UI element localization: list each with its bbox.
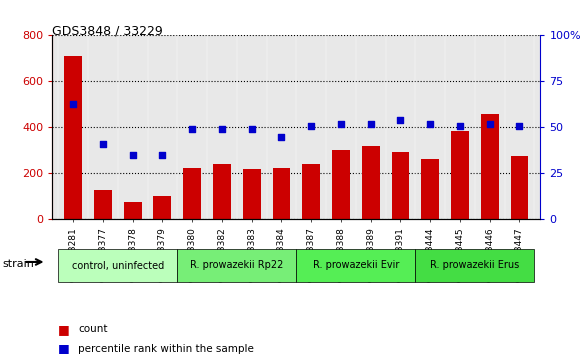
Text: GDS3848 / 33229: GDS3848 / 33229 (52, 25, 163, 38)
Bar (451, 131, 469, 219)
Text: R. prowazekii Evir: R. prowazekii Evir (313, 261, 399, 270)
Point (188, 126, 197, 132)
Bar (511, 156, 529, 219)
FancyBboxPatch shape (58, 249, 177, 282)
Point (128, 152, 137, 158)
Bar (153, 196, 171, 219)
Bar (94, 189, 112, 219)
Point (336, 121, 346, 127)
Bar (392, 152, 410, 219)
Bar (183, 168, 201, 219)
Point (217, 126, 227, 132)
Bar (272, 168, 290, 219)
Text: ■: ■ (58, 342, 70, 354)
Point (307, 123, 316, 129)
Bar (213, 164, 231, 219)
Bar (362, 146, 379, 219)
Bar (332, 150, 350, 219)
Point (69, 101, 78, 106)
Text: R. prowazekii Erus: R. prowazekii Erus (431, 261, 519, 270)
Point (515, 123, 524, 129)
Point (98, 141, 107, 147)
Point (366, 121, 375, 127)
Point (456, 123, 465, 129)
Bar (243, 169, 261, 219)
Text: R. prowazekii Rp22: R. prowazekii Rp22 (190, 261, 284, 270)
Text: ■: ■ (58, 323, 70, 336)
Point (425, 121, 435, 127)
Bar (302, 164, 320, 219)
Text: control, uninfected: control, uninfected (71, 261, 164, 270)
Text: strain: strain (3, 259, 35, 269)
FancyBboxPatch shape (177, 249, 296, 282)
Bar (64, 56, 82, 219)
Bar (481, 114, 498, 219)
Bar (124, 202, 142, 219)
Point (247, 126, 256, 132)
FancyBboxPatch shape (415, 249, 535, 282)
FancyBboxPatch shape (296, 249, 415, 282)
Bar (421, 159, 439, 219)
Text: percentile rank within the sample: percentile rank within the sample (78, 344, 254, 354)
Point (485, 121, 494, 127)
Point (396, 117, 405, 123)
Text: count: count (78, 324, 108, 334)
Point (277, 134, 286, 139)
Point (158, 152, 167, 158)
